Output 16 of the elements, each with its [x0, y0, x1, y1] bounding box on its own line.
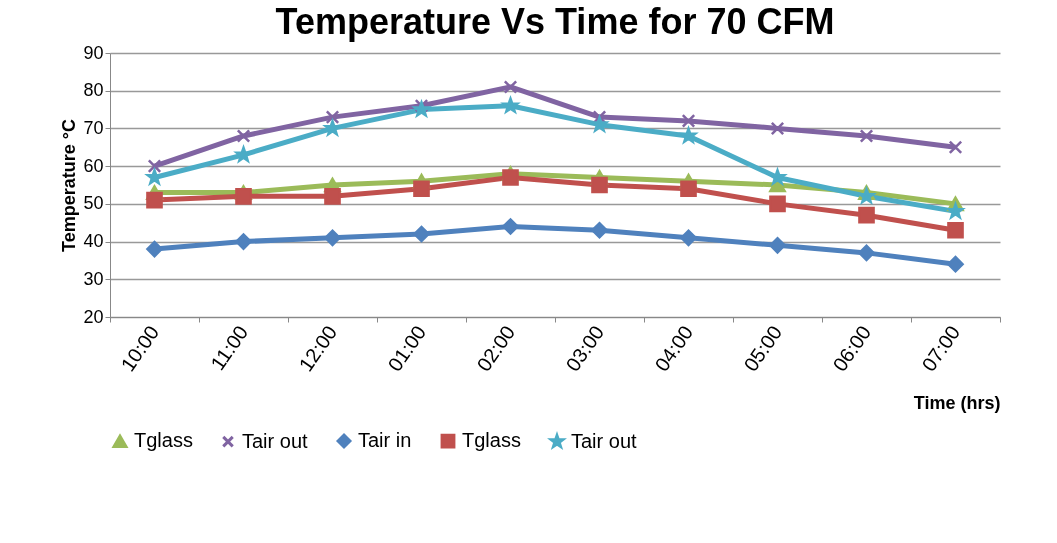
y-tick-label: 60 [83, 155, 104, 176]
y-tick-label: 80 [83, 80, 104, 101]
legend-label: Tair out [242, 429, 309, 452]
y-tick-label: 30 [83, 268, 104, 289]
legend-label: Tair in [358, 429, 412, 452]
y-tick-label: 50 [83, 193, 104, 214]
legend-label: Tair out [571, 429, 638, 452]
chart-title: Temperature Vs Time for 70 CFM [275, 1, 835, 42]
legend-label: Tglass [462, 429, 521, 452]
y-tick-label: 20 [83, 306, 104, 327]
y-axis-title: Temperature °C [59, 119, 80, 252]
y-tick-label: 40 [83, 231, 104, 252]
x-axis-title: Time (hrs) [913, 393, 1001, 414]
y-tick-label: 90 [83, 42, 104, 63]
y-tick-label: 70 [83, 117, 104, 138]
legend-label: Tglass [134, 429, 193, 452]
